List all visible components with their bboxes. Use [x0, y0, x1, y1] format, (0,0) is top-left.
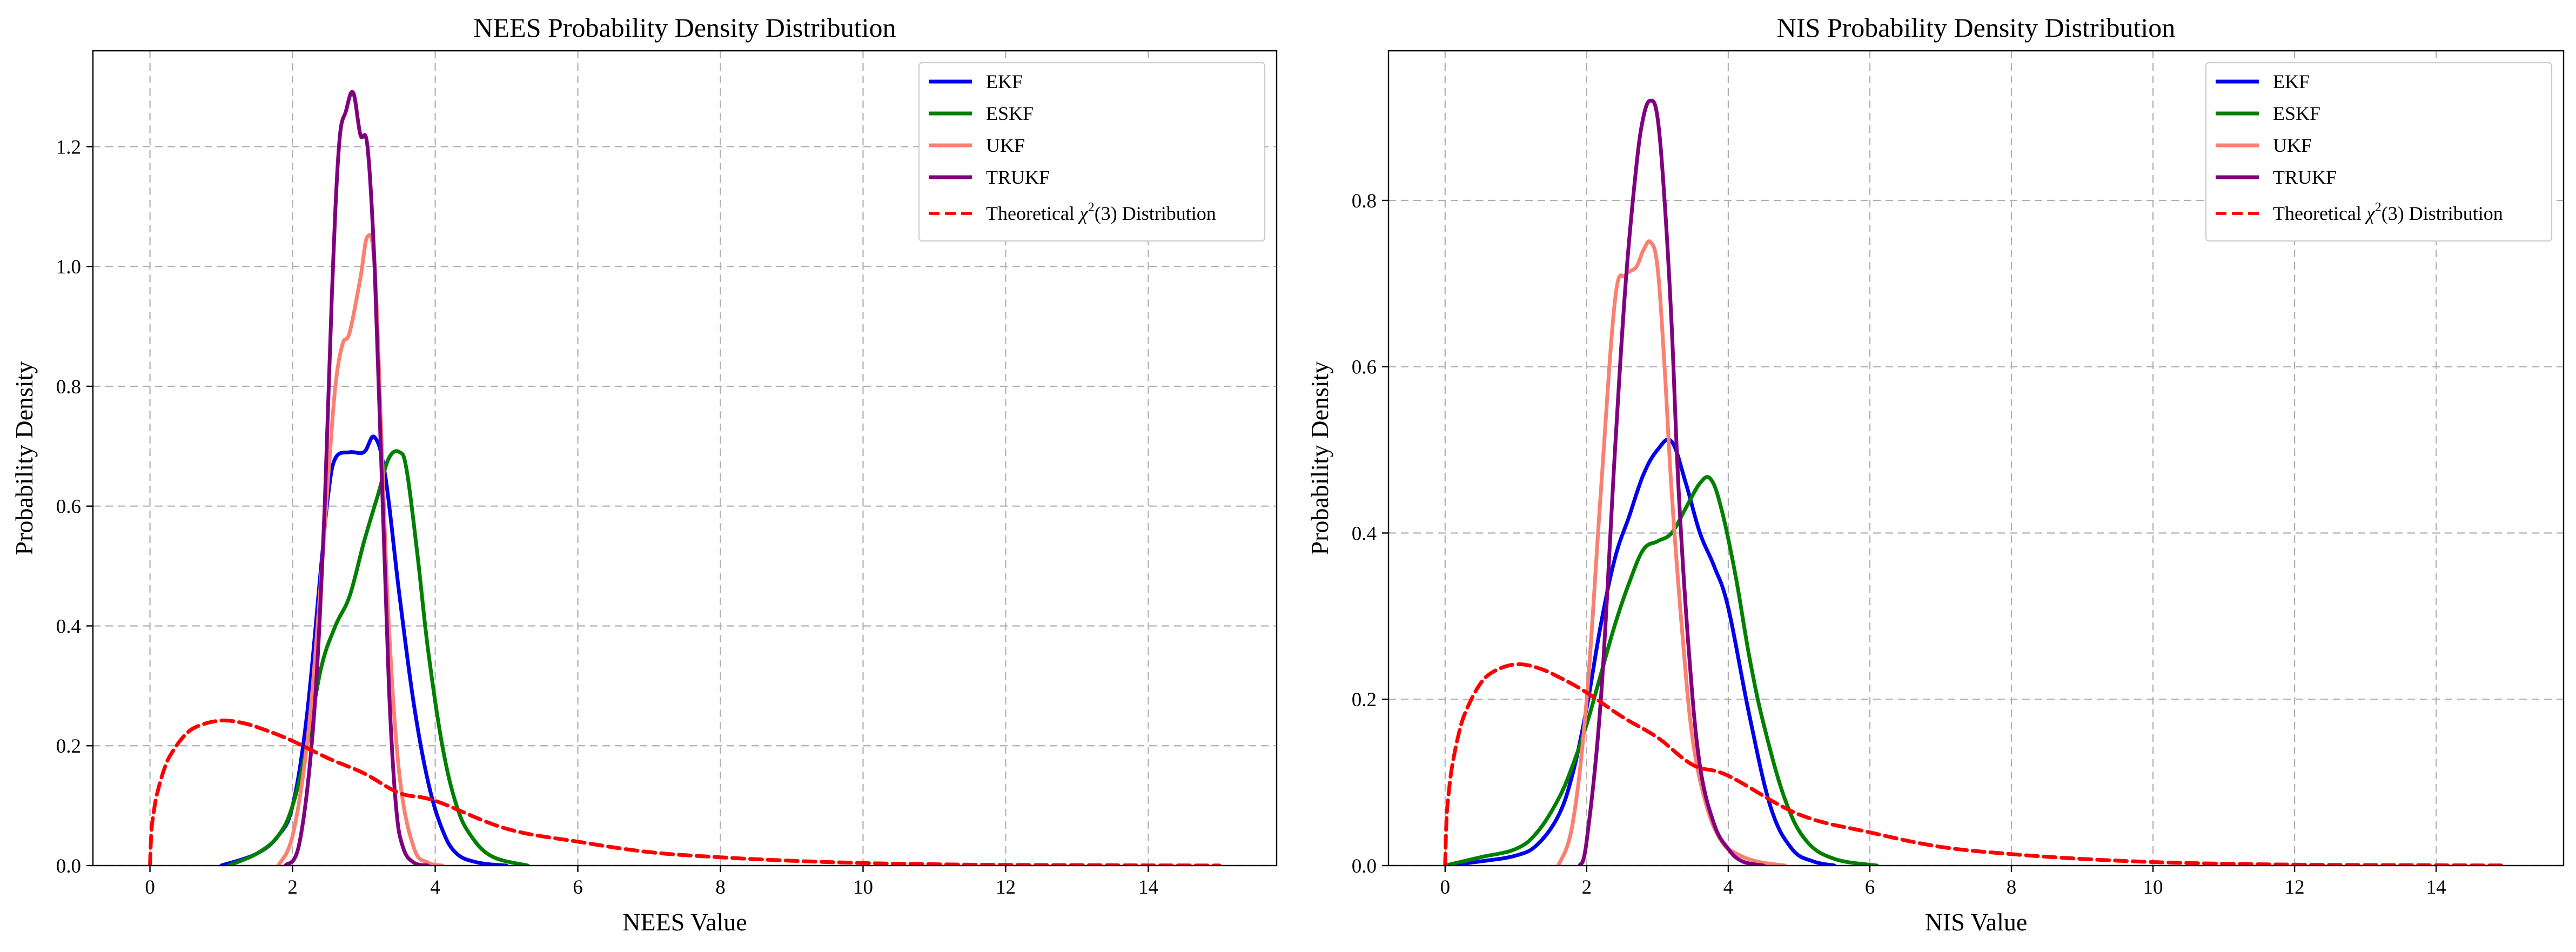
nees-legend-box — [918, 62, 1266, 242]
nees-chart-title: NEES Probability Density Distribution — [474, 12, 896, 43]
nees-xtick-label: 8 — [715, 876, 726, 899]
nees-xtick-label: 14 — [1138, 876, 1158, 899]
nees-xtick-label: 0 — [145, 876, 155, 899]
nis-axes-frame — [1387, 50, 2565, 867]
nees-xtick-label: 12 — [996, 876, 1016, 899]
nees-series-group — [148, 90, 1222, 866]
nees-ytick-label: 0.0 — [56, 855, 81, 877]
nees-xtick-label: 6 — [573, 876, 583, 899]
nis-legend-label: UKF — [2273, 135, 2312, 156]
nis-legend-box — [2205, 62, 2553, 242]
nis-ytick-label: 0.0 — [1352, 855, 1377, 877]
nees-legend-label: Theoretical χ2(3) Distribution — [986, 200, 1216, 224]
nees-y-axis-label: Probability Density — [10, 361, 38, 555]
nees-axes-frame — [92, 50, 1278, 867]
nees-xtick-label: 10 — [853, 876, 873, 899]
nis-ytick-label: 0.4 — [1352, 522, 1377, 545]
nis-x-axis-label: NIS Value — [1925, 908, 2028, 936]
nees-ytick-label: 1.0 — [56, 256, 81, 278]
nis-y-axis-label: Probability Density — [1306, 361, 1333, 555]
nis-series-theoretical-line — [1443, 662, 2509, 866]
nis-legend-label: Theoretical χ2(3) Distribution — [2273, 200, 2503, 224]
nis-ytick-label: 0.8 — [1352, 190, 1377, 212]
nis-chart-title: NIS Probability Density Distribution — [1777, 12, 2176, 43]
nis-xtick-label: 12 — [2285, 876, 2305, 899]
nis-series-trukf-line — [1578, 98, 1766, 866]
nees-legend-label: UKF — [986, 135, 1025, 156]
nees-ytick-label: 0.2 — [56, 735, 81, 757]
nees-chart: 0 2 4 6 8 10 12 14 0.0 0.2 0.4 0.6 0.8 1.0 1.2 NEES Pro… — [10, 12, 1278, 936]
nis-xtick-label: 8 — [2007, 876, 2017, 899]
nees-ytick-label: 1.2 — [56, 136, 81, 158]
nis-xtick-label: 14 — [2426, 876, 2446, 899]
nis-series-group — [1443, 98, 2509, 866]
nees-legend-label: EKF — [986, 71, 1023, 92]
nis-legend-label: ESKF — [2273, 103, 2320, 124]
nees-series-eskf-line — [226, 449, 530, 866]
nis-series-eskf-line — [1443, 475, 1879, 866]
nis-legend-label: EKF — [2273, 71, 2310, 92]
nis-series-ekf-line — [1443, 437, 1836, 866]
nees-ytick-label: 0.8 — [56, 376, 81, 398]
nees-legend-label: TRUKF — [986, 166, 1050, 188]
nis-xtick-label: 10 — [2143, 876, 2163, 899]
nees-series-ukf-line — [276, 233, 445, 866]
nis-legend-label: TRUKF — [2273, 166, 2337, 188]
nis-xtick-label: 4 — [1723, 876, 1734, 899]
nees-series-theoretical-line — [148, 719, 1222, 866]
nis-chart: 0 2 4 6 8 10 12 14 0.0 0.2 0.4 0.6 0.8 NIS Probabilit… — [1306, 12, 2565, 936]
nees-legend-label: ESKF — [986, 103, 1034, 124]
nees-x-axis-label: NEES Value — [622, 908, 747, 936]
nees-series-ekf-line — [219, 434, 508, 866]
nees-xtick-label: 4 — [430, 876, 440, 899]
nees-series-trukf-line — [283, 90, 430, 866]
nees-xtick-label: 2 — [287, 876, 298, 899]
nis-ytick-label: 0.6 — [1352, 357, 1377, 379]
nis-xtick-label: 2 — [1582, 876, 1592, 899]
nis-xtick-label: 0 — [1440, 876, 1451, 899]
nees-ytick-label: 0.4 — [56, 615, 81, 638]
nis-ytick-label: 0.2 — [1352, 689, 1377, 711]
nis-legend: EKF ESKF UKF TRUKF Theoretical χ2(3) Distrib… — [2205, 62, 2553, 242]
nees-ytick-label: 0.6 — [56, 496, 81, 518]
nis-xtick-label: 6 — [1865, 876, 1875, 899]
nees-legend: EKF ESKF UKF TRUKF Theoretical χ2(3) Distrib… — [918, 62, 1266, 242]
